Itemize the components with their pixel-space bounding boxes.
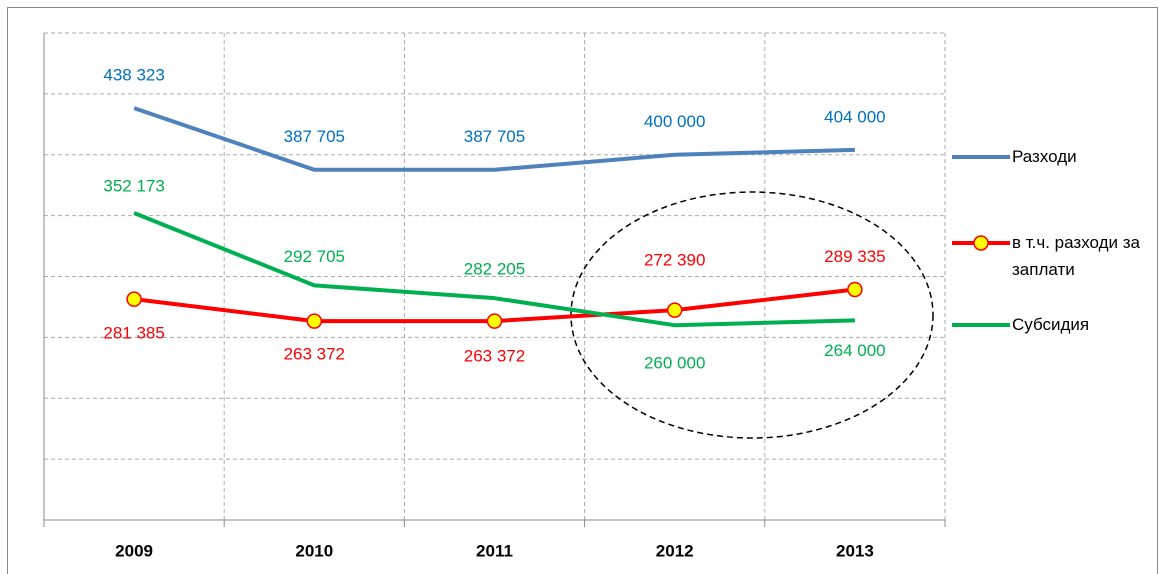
data-label: 282 205 (464, 260, 525, 279)
data-label: 260 000 (644, 354, 705, 373)
x-tick-label: 2010 (295, 541, 333, 560)
x-tick-label: 2009 (115, 541, 153, 560)
x-tick-label: 2011 (476, 541, 513, 560)
data-label: 263 372 (464, 347, 525, 366)
legend-label: Субсидия (1012, 315, 1090, 334)
data-label: 281 385 (103, 324, 164, 343)
point-marker (306, 313, 323, 329)
legend-label: в т.ч. разходи за заплати (1012, 233, 1140, 279)
data-label: 438 323 (103, 66, 164, 85)
point-marker (847, 281, 863, 298)
data-label: 289 335 (824, 247, 885, 266)
data-label: 387 705 (464, 127, 525, 146)
data-label: 263 372 (284, 345, 345, 364)
data-label: 292 705 (284, 247, 345, 266)
chart-frame (7, 7, 1158, 574)
x-tick-label: 2013 (836, 541, 874, 560)
point-marker (126, 291, 142, 307)
x-tick-label: 2012 (656, 541, 694, 560)
legend-marker (973, 235, 989, 251)
data-label: 272 390 (644, 251, 705, 270)
data-label: 387 705 (284, 127, 345, 146)
series-line (133, 106, 855, 172)
data-label: 400 000 (644, 112, 705, 131)
legend-label: Разходи (1012, 147, 1077, 166)
point-marker (486, 313, 503, 329)
data-label: 404 000 (824, 107, 885, 126)
data-label: 264 000 (824, 341, 885, 360)
data-label: 352 173 (103, 176, 164, 195)
point-marker (666, 302, 683, 318)
series-line (133, 211, 855, 328)
